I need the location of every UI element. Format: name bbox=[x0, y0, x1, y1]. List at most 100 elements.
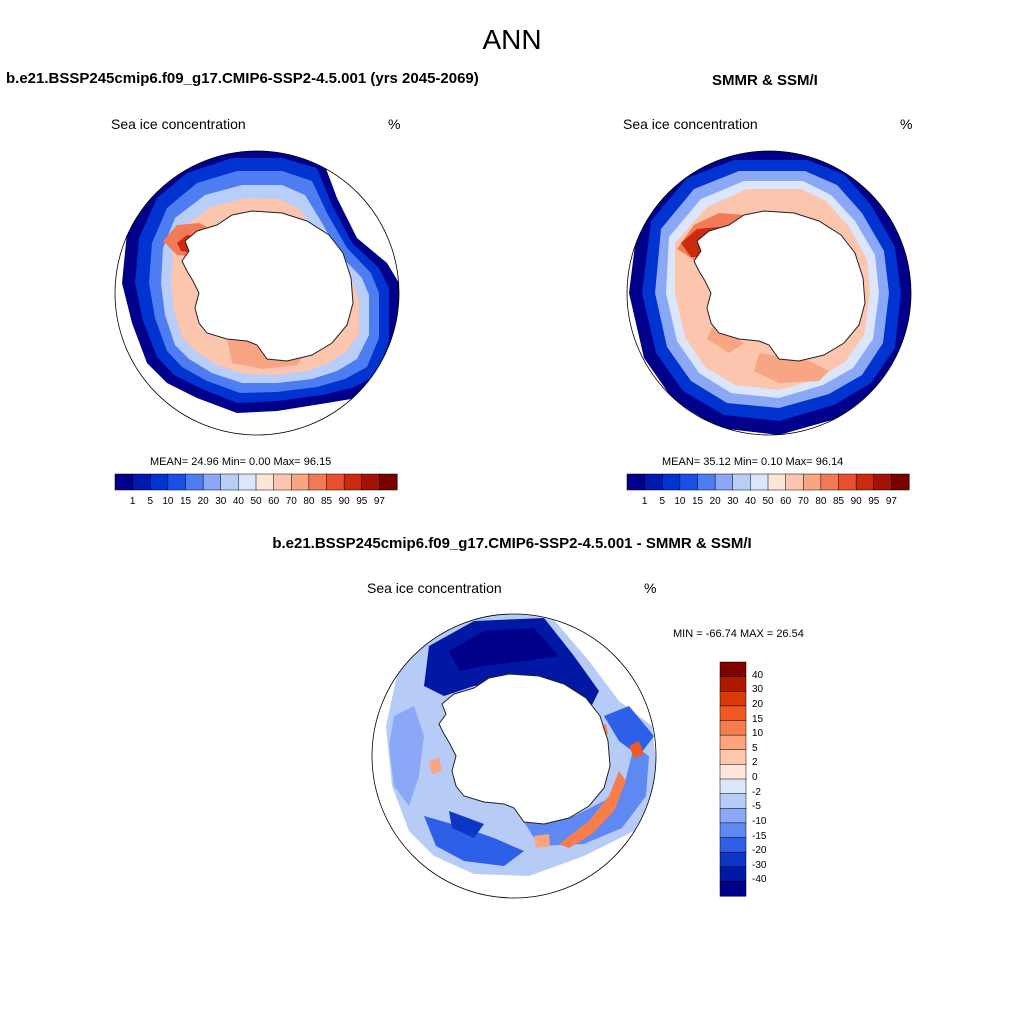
model-colorbar bbox=[114, 473, 398, 491]
diff-colorbar-tick-label: 20 bbox=[752, 698, 764, 710]
diff-colorbar-swatch bbox=[719, 866, 747, 882]
obs-colorbar-swatch bbox=[855, 473, 875, 491]
model-colorbar-swatch bbox=[326, 473, 345, 491]
model-colorbar-swatch bbox=[343, 473, 363, 491]
model-colorbar-swatch bbox=[308, 473, 328, 491]
model-colorbar-tick-label: 85 bbox=[320, 496, 333, 507]
obs-colorbar-tick-label: 40 bbox=[744, 496, 756, 507]
obs-colorbar-swatch bbox=[803, 473, 822, 491]
model-colorbar-tick-label: 90 bbox=[338, 496, 350, 507]
obs-colorbar-tick-label: 10 bbox=[674, 496, 686, 507]
diff-colorbar-swatch bbox=[719, 749, 747, 765]
diff-colorbar-swatch bbox=[719, 676, 747, 692]
model-stats: MEAN= 24.96 Min= 0.00 Max= 96.15 bbox=[150, 456, 332, 468]
diff-colorbar-tick-label: 15 bbox=[752, 713, 764, 725]
obs-colorbar-swatch bbox=[697, 473, 716, 491]
obs-colorbar-swatch bbox=[767, 473, 787, 491]
diff-colorbar-swatch bbox=[719, 764, 747, 780]
obs-colorbar-tick-label: 50 bbox=[762, 496, 774, 507]
obs-colorbar-tick-label: 97 bbox=[885, 496, 897, 507]
model-polar-map bbox=[114, 150, 400, 436]
diff-stats: MIN = -66.74 MAX = 26.54 bbox=[673, 628, 804, 640]
obs-colorbar-tick-label: 85 bbox=[832, 496, 845, 507]
model-ice-field bbox=[122, 151, 399, 413]
diff-colorbar-swatch bbox=[719, 837, 747, 853]
obs-colorbar-tick-label: 95 bbox=[868, 496, 880, 507]
obs-variable-label: Sea ice concentration bbox=[623, 116, 758, 132]
model-colorbar-swatch bbox=[238, 473, 257, 491]
obs-units-label: % bbox=[900, 116, 913, 132]
diff-colorbar-swatch bbox=[719, 661, 747, 678]
model-colorbar-tick-label: 60 bbox=[268, 496, 280, 507]
obs-colorbar-swatch bbox=[679, 473, 699, 491]
model-colorbar-swatch bbox=[150, 473, 169, 491]
obs-colorbar-tick-label: 5 bbox=[659, 496, 666, 507]
model-colorbar-tick-label: 97 bbox=[373, 496, 385, 507]
obs-colorbar-swatch bbox=[838, 473, 857, 491]
obs-colorbar-tick-label: 80 bbox=[815, 496, 827, 507]
diff-colorbar-swatch bbox=[719, 793, 747, 809]
model-colorbar-swatch bbox=[255, 473, 275, 491]
model-colorbar-swatch bbox=[202, 473, 222, 491]
obs-colorbar-swatch bbox=[714, 473, 734, 491]
diff-colorbar-tick-label: -40 bbox=[752, 874, 767, 886]
diff-units-label: % bbox=[644, 580, 657, 596]
diff-colorbar-tick-label: -2 bbox=[752, 786, 761, 798]
obs-colorbar-tick-label: 30 bbox=[727, 496, 739, 507]
diff-panel-title: b.e21.BSSP245cmip6.f09_g17.CMIP6-SSP2-4.… bbox=[272, 535, 752, 552]
diff-colorbar-tick-label: -5 bbox=[752, 801, 761, 813]
obs-colorbar-tick-label: 1 bbox=[641, 496, 648, 507]
obs-colorbar-tick-label: 70 bbox=[797, 496, 809, 507]
obs-colorbar-swatch bbox=[626, 473, 646, 491]
obs-colorbar-swatch bbox=[891, 473, 910, 491]
obs-colorbar-tick-label: 15 bbox=[691, 496, 704, 507]
diff-colorbar-tick-label: -15 bbox=[752, 830, 767, 842]
obs-colorbar-tick-label: 60 bbox=[780, 496, 792, 507]
model-colorbar-tick-label: 10 bbox=[162, 496, 174, 507]
model-colorbar-tick-label: 50 bbox=[250, 496, 262, 507]
diff-colorbar-tick-label: -30 bbox=[752, 859, 767, 871]
obs-colorbar-ticks: 1 5 10 15 20 30 40 50 60 70 80 85 90 95 97 bbox=[627, 496, 909, 510]
model-units-label: % bbox=[388, 116, 401, 132]
obs-colorbar-swatch bbox=[750, 473, 769, 491]
model-colorbar-tick-label: 15 bbox=[179, 496, 192, 507]
diff-colorbar-swatch bbox=[719, 720, 747, 736]
diff-colorbar-swatch bbox=[719, 808, 747, 824]
model-colorbar-swatch bbox=[361, 473, 380, 491]
diff-colorbar-swatch bbox=[719, 778, 747, 795]
diff-colorbar-tick-label: 0 bbox=[752, 772, 758, 783]
model-colorbar-swatch bbox=[185, 473, 204, 491]
diff-colorbar-tick-label: -10 bbox=[752, 815, 767, 827]
diff-colorbar-tick-label: -20 bbox=[752, 845, 767, 857]
diff-colorbar-tick-label: 30 bbox=[752, 684, 764, 696]
obs-ice-field bbox=[629, 151, 911, 435]
model-colorbar-swatch bbox=[379, 473, 398, 491]
obs-colorbar-swatch bbox=[785, 473, 804, 491]
model-colorbar-tick-label: 40 bbox=[232, 496, 244, 507]
model-colorbar-swatch bbox=[114, 473, 134, 491]
model-colorbar-swatch bbox=[132, 473, 151, 491]
obs-panel-title: SMMR & SSM/I bbox=[712, 72, 818, 89]
model-panel-title: b.e21.BSSP245cmip6.f09_g17.CMIP6-SSP2-4.… bbox=[6, 70, 479, 87]
diff-colorbar bbox=[719, 661, 747, 897]
obs-colorbar-tick-label: 90 bbox=[850, 496, 862, 507]
diff-field bbox=[386, 614, 656, 876]
obs-polar-map bbox=[626, 150, 912, 436]
diff-variable-label: Sea ice concentration bbox=[367, 580, 502, 596]
diff-polar-map bbox=[371, 613, 657, 899]
model-colorbar-tick-label: 1 bbox=[129, 496, 136, 507]
obs-colorbar-swatch bbox=[873, 473, 892, 491]
diff-colorbar-tick-label: 5 bbox=[752, 742, 758, 754]
diff-colorbar-swatch bbox=[719, 734, 747, 751]
model-colorbar-tick-label: 70 bbox=[285, 496, 297, 507]
figure-title: ANN bbox=[482, 24, 542, 55]
obs-colorbar-tick-label: 20 bbox=[709, 496, 721, 507]
model-colorbar-tick-label: 95 bbox=[356, 496, 368, 507]
model-colorbar-tick-label: 20 bbox=[197, 496, 209, 507]
obs-colorbar bbox=[626, 473, 910, 491]
model-colorbar-swatch bbox=[273, 473, 292, 491]
diff-colorbar-swatch bbox=[719, 822, 747, 839]
obs-colorbar-swatch bbox=[732, 473, 751, 491]
diff-colorbar-ticks: 40 30 20 15 10 5 2 0 -2 -5 -10 -15 -20 -30 -40 bbox=[752, 662, 792, 896]
obs-stats: MEAN= 35.12 Min= 0.10 Max= 96.14 bbox=[662, 456, 844, 468]
